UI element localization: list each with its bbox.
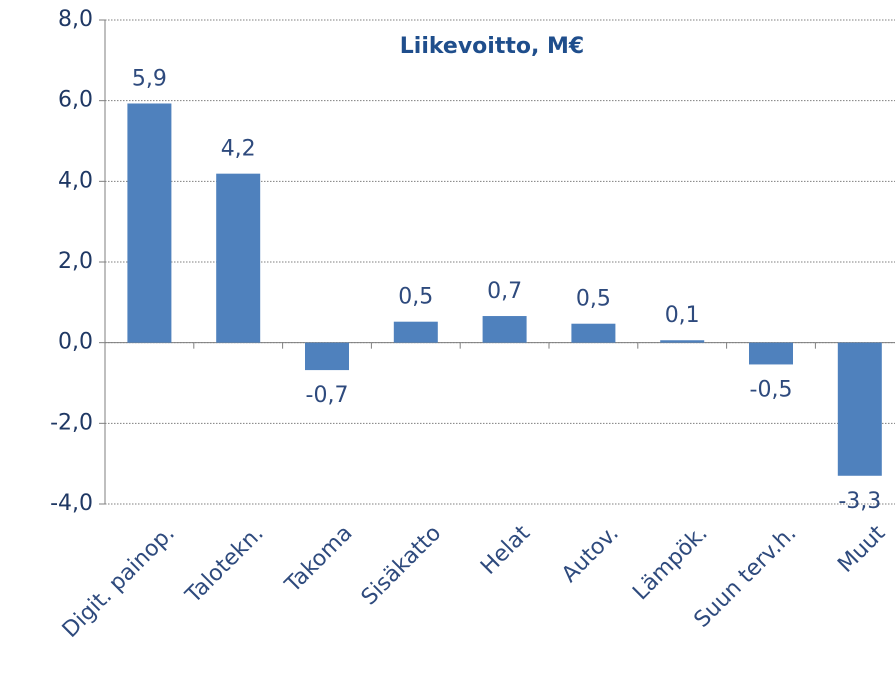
x-tick-label: Helat [476, 521, 535, 580]
chart-title: Liikevoitto, M€ [400, 34, 584, 59]
x-tick-label: Muut [833, 521, 890, 578]
bar [393, 321, 438, 343]
y-tick-label: 0,0 [58, 330, 93, 355]
y-tick-label: 6,0 [58, 88, 93, 113]
data-label: 0,1 [665, 303, 700, 328]
x-tick-label: Autov. [557, 521, 624, 588]
y-tick-label: -4,0 [50, 491, 93, 516]
data-label: 4,2 [221, 137, 256, 162]
x-tick-label: Takoma [280, 521, 358, 599]
data-label: 5,9 [132, 66, 167, 91]
data-label: 0,5 [398, 285, 433, 310]
y-tick-label: -2,0 [50, 410, 93, 435]
bar [837, 342, 882, 476]
data-label: -0,7 [306, 383, 349, 408]
y-tick-label: 8,0 [58, 7, 93, 32]
bar [749, 342, 793, 365]
data-label: -3,3 [838, 489, 881, 514]
bar [305, 342, 349, 371]
bar [660, 340, 705, 343]
data-label: 0,5 [576, 287, 611, 312]
data-label: 0,7 [487, 279, 522, 304]
bar [216, 173, 261, 343]
y-tick-label: 2,0 [58, 249, 93, 274]
x-tick-label: Talotekn. [181, 521, 269, 609]
x-tick-label: Sisäkatto [357, 521, 447, 611]
bar [127, 103, 172, 343]
data-label: -0,5 [750, 377, 793, 402]
bar [482, 316, 527, 343]
x-tick-label: Digit. painop. [58, 521, 180, 643]
x-tick-label: Lämpök. [628, 521, 712, 605]
y-tick-label: 4,0 [58, 168, 93, 193]
bar [571, 323, 616, 343]
